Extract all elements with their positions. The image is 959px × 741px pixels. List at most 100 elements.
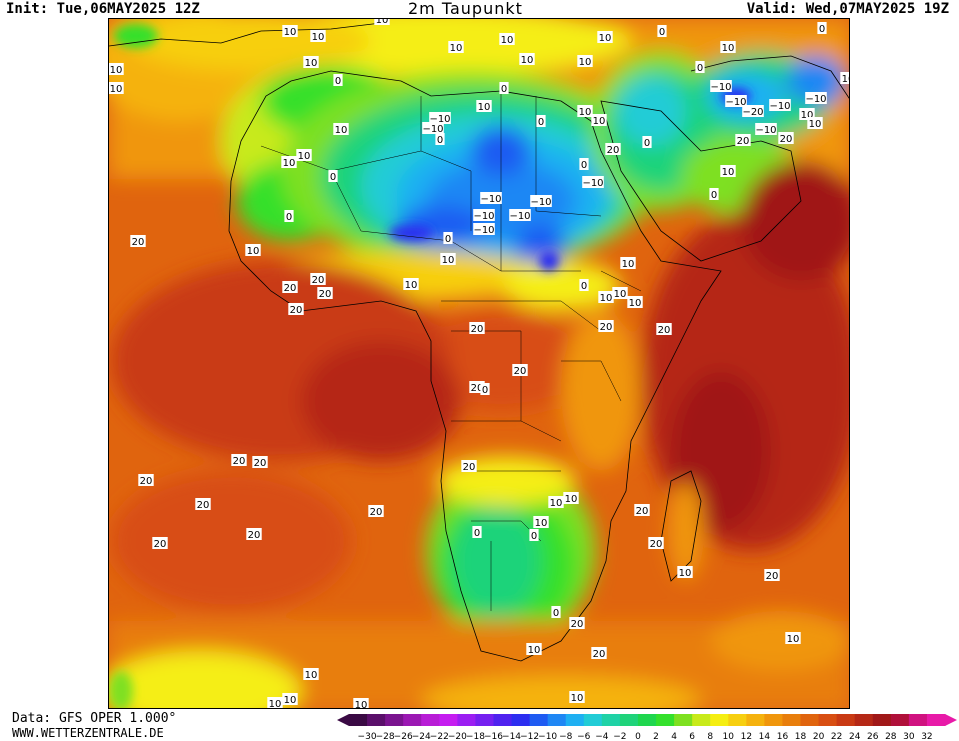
contour-label: 0 [284,210,294,223]
contour-label-text: 10 [722,43,735,54]
legend-swatch [782,714,802,726]
legend-swatch [475,714,494,726]
contour-label-text: −10 [480,194,501,205]
contour-label-text: 0 [335,76,341,87]
contour-label-text: 20 [319,289,332,300]
contour-label: 10 [569,691,585,704]
legend-ticks: −30 −28 −26 −24 −22 −20 −18 −16 −14 −12 −10 −8 −6 −4−… [358,732,933,741]
contour-label: 20 [282,281,298,294]
contour-label-text: 20 [650,539,663,550]
legend-tick-label: 10 [723,732,735,741]
contour-label-text: 20 [737,136,750,147]
contour-label: 0 [333,74,343,87]
contour-label-text: −10 [429,114,450,125]
contour-label-text: 20 [658,325,671,336]
contour-label-text: 10 [528,645,541,656]
legend-swatch [854,714,874,726]
contour-label-text: 0 [437,135,443,146]
contour-label-text: 10 [284,695,297,706]
contour-label: −10 [710,80,732,93]
contour-label: 10 [591,114,607,127]
legend-arrow-high [945,714,957,726]
contour-label-text: −20 [742,107,763,118]
contour-label-text: 20 [197,500,210,511]
contour-label-text: 20 [233,456,246,467]
legend-tick-label: 26 [867,732,879,741]
contour-label-text: −10 [473,211,494,222]
legend-tick-label: −6 [577,732,591,741]
contour-label: 0 [642,136,652,149]
contour-label-text: 20 [636,506,649,517]
contour-label-text: 10 [405,280,418,291]
contour-label-text: 10 [622,259,635,270]
contour-label: 20 [764,569,780,582]
contour-label-text: 20 [514,366,527,377]
legend-swatch [619,714,639,726]
legend-swatch [800,714,820,726]
contour-label-text: −10 [530,197,551,208]
legend-tick-label: 0 [635,732,641,741]
contour-label-text: 10 [247,246,260,257]
coastlines [109,22,849,662]
contour-label: 10 [526,643,542,656]
contour-label: 20 [634,504,650,517]
contour-label-text: 10 [284,27,297,38]
contour-label: −10 [805,92,827,105]
legend-swatch [421,714,440,726]
contour-label: −10 [509,209,531,222]
contour-label: 10 [303,56,319,69]
contour-label: 10 [612,287,628,300]
contour-label-text: −10 [509,211,530,222]
contour-label-text: 0 [553,608,559,619]
legend-tick-label: −28 [376,732,395,741]
legend-swatch [511,714,531,726]
contour-label-text: 20 [571,619,584,630]
legend-tick-label: −30 [358,732,377,741]
contour-label: 0 [579,158,589,171]
legend-swatch [746,714,765,726]
contour-label: 0 [657,25,667,38]
contour-label: 10 [245,244,261,257]
contour-label: 20 [317,287,333,300]
contour-label: −10 [725,95,747,108]
contour-label-text: 10 [442,255,455,266]
contour-label: 20 [569,617,585,630]
contour-label: −10 [473,223,495,236]
contour-label: 10 [109,82,124,95]
contour-label-text: 10 [298,151,311,162]
contour-label-text: 10 [305,670,318,681]
contour-label: 10 [533,516,549,529]
contour-label: 10 [476,100,492,113]
contour-label: 10 [281,156,297,169]
valid-time: Valid: Wed,07MAY2025 19Z [746,1,949,17]
contour-label: 10 [310,30,326,43]
legend-tick-label: 16 [777,732,789,741]
contour-label-text: 10 [535,518,548,529]
country-borders [260,91,642,611]
contour-label-text: 20 [780,134,793,145]
contour-label: −10 [582,176,604,189]
contour-label: 10 [440,253,456,266]
contour-label-text: 10 [335,125,348,136]
contour-label-text: 0 [482,385,488,396]
contour-label-text: −10 [582,178,603,189]
legend-swatch [764,714,783,726]
contour-label: 20 [195,498,211,511]
contour-label: −10 [530,195,552,208]
legend-swatch [836,714,856,726]
contour-label-text: 0 [474,528,480,539]
contour-label-text: 20 [154,539,167,550]
contour-label: 10 [677,566,693,579]
contour-label: 20 [288,303,304,316]
legend-tick-label: 28 [885,732,897,741]
legend-tick-label: −18 [466,732,485,741]
contour-label: 10 [785,632,801,645]
legend-tick-label: −14 [502,732,521,741]
contour-label-text: 0 [538,117,544,128]
map-title: 2m Taupunkt [408,0,523,18]
contour-label-text: 0 [819,24,825,35]
contour-label: −10 [429,112,451,125]
contour-label: 10 [577,55,593,68]
legend-swatch [656,714,675,726]
contour-label: 10 [519,53,535,66]
